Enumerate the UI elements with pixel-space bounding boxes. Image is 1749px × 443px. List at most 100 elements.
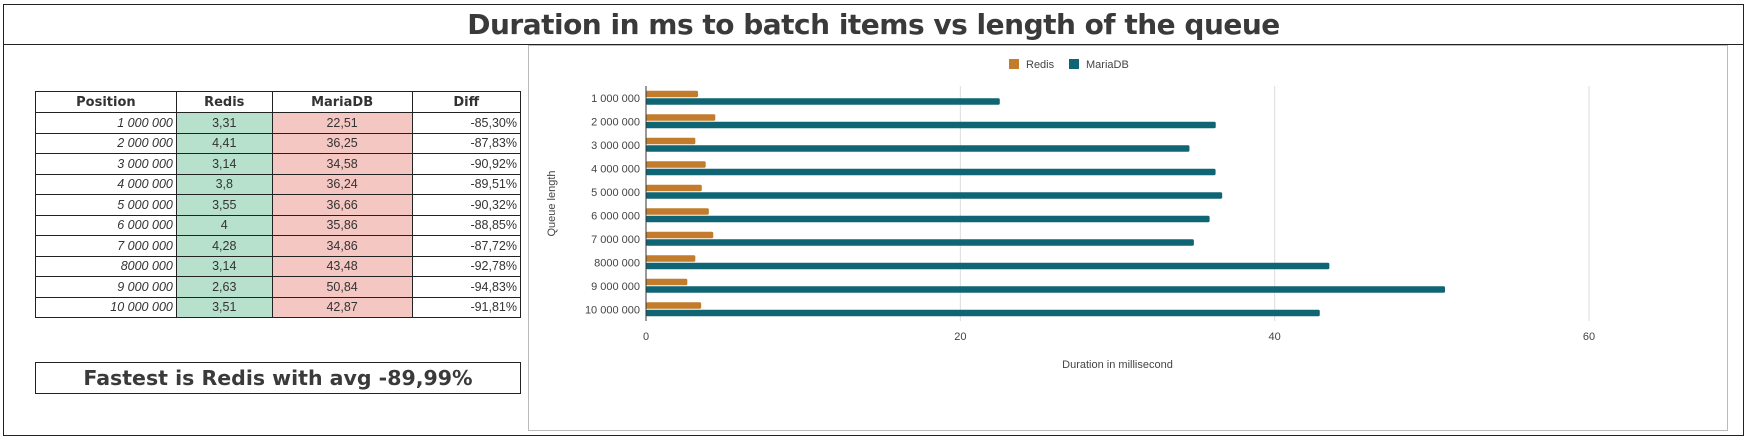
y-tick-label: 6 000 000 [591, 210, 640, 222]
x-tick-label: 0 [643, 331, 649, 343]
redis-bar [646, 114, 716, 121]
cell-redis: 2,63 [175, 276, 273, 298]
table-row: 9 000 000 2,63 50,84 -94,83% [35, 276, 522, 298]
bar-chart: 0 20 40 60 1 000 000 2 000 000 3 000 000 4 000 … [546, 59, 1595, 371]
cell-diff: -90,92% [411, 153, 522, 175]
cell-position: 6 000 000 [35, 214, 177, 236]
table-row: 6 000 000 4 35,86 -88,85% [35, 214, 522, 236]
cell-diff: -87,83% [411, 132, 522, 154]
cell-diff: -94,83% [411, 276, 522, 298]
cell-redis: 4 [175, 214, 273, 236]
title-bar: Duration in ms to batch items vs length … [3, 4, 1744, 45]
cell-diff: -90,32% [411, 194, 522, 216]
table-header-row: Position Redis MariaDB Diff [35, 91, 522, 113]
cell-position: 7 000 000 [35, 235, 177, 257]
mariadb-bar [646, 121, 1216, 129]
cell-mariadb: 43,48 [271, 255, 413, 277]
cell-mariadb: 34,58 [271, 153, 413, 175]
cell-diff: -87,72% [411, 235, 522, 257]
redis-bar [646, 161, 706, 168]
cell-redis: 3,14 [175, 255, 273, 277]
y-axis-title: Queue length [546, 170, 558, 236]
redis-bar [646, 208, 709, 215]
x-tick-label: 40 [1269, 331, 1281, 343]
table-row: 7 000 000 4,28 34,86 -87,72% [35, 235, 522, 257]
cell-mariadb: 36,25 [271, 132, 413, 154]
cell-mariadb: 35,86 [271, 214, 413, 236]
cell-redis: 3,8 [175, 173, 273, 195]
mariadb-bar [646, 286, 1446, 293]
table-row: 2 000 000 4,41 36,25 -87,83% [35, 132, 522, 154]
column-header-redis: Redis [175, 91, 273, 113]
redis-bar [646, 278, 688, 286]
table-body: 1 000 000 3,31 22,51 -85,30% 2 000 000 4,41 36… [35, 112, 522, 318]
sheet-frame [3, 4, 1744, 436]
mariadb-bar [646, 239, 1194, 246]
redis-bar [646, 231, 714, 239]
cell-diff: -89,51% [411, 173, 522, 195]
cell-mariadb: 36,66 [271, 194, 413, 216]
cell-position: 5 000 000 [35, 194, 177, 216]
y-tick-label: 5 000 000 [591, 187, 640, 199]
cell-position: 4 000 000 [35, 173, 177, 195]
table-row: 5 000 000 3,55 36,66 -90,32% [35, 194, 522, 216]
y-tick-label: 1 000 000 [591, 93, 640, 105]
table-row: 10 000 000 3,51 42,87 -91,81% [35, 296, 522, 318]
cell-diff: -91,81% [411, 296, 522, 318]
redis-bar [646, 90, 699, 98]
cell-position: 2 000 000 [35, 132, 177, 154]
y-tick-label: 4 000 000 [591, 163, 640, 175]
cell-redis: 3,55 [175, 194, 273, 216]
table-row: 1 000 000 3,31 22,51 -85,30% [35, 112, 522, 134]
summary-box: Fastest is Redis with avg -89,99% [35, 362, 521, 394]
summary-text: Fastest is Redis with avg -89,99% [83, 366, 473, 390]
y-tick-label: 9 000 000 [591, 281, 640, 293]
table-row: 4 000 000 3,8 36,24 -89,51% [35, 173, 522, 195]
redis-bar [646, 137, 696, 145]
cell-mariadb: 42,87 [271, 296, 413, 318]
mariadb-bar [646, 145, 1190, 152]
page-title: Duration in ms to batch items vs length … [467, 7, 1280, 41]
mariadb-bar [646, 262, 1330, 270]
y-tick-label: 7 000 000 [591, 234, 640, 246]
cell-diff: -88,85% [411, 214, 522, 236]
mariadb-bar [646, 98, 1000, 105]
results-table: Position Redis MariaDB Diff 1 000 000 3,3… [35, 91, 522, 318]
redis-legend-swatch [1009, 59, 1019, 69]
y-tick-label: 10 000 000 [585, 304, 640, 316]
cell-position: 9 000 000 [35, 276, 177, 298]
cell-position: 1 000 000 [35, 112, 177, 134]
column-header-mariadb: MariaDB [271, 91, 413, 113]
cell-mariadb: 50,84 [271, 276, 413, 298]
y-tick-label: 2 000 000 [591, 116, 640, 128]
table-row: 8000 000 3,14 43,48 -92,78% [35, 255, 522, 277]
cell-position: 8000 000 [35, 255, 177, 277]
redis-bar [646, 302, 702, 309]
mariadb-legend-swatch [1069, 59, 1079, 69]
cell-position: 3 000 000 [35, 153, 177, 175]
cell-mariadb: 34,86 [271, 235, 413, 257]
cell-redis: 3,51 [175, 296, 273, 318]
cell-diff: -85,30% [411, 112, 522, 134]
mariadb-legend-label: MariaDB [1086, 59, 1129, 71]
cell-redis: 4,41 [175, 132, 273, 154]
x-axis-title: Duration in millisecond [1062, 359, 1173, 371]
mariadb-bar [646, 192, 1223, 199]
redis-bar [646, 255, 696, 262]
cell-redis: 4,28 [175, 235, 273, 257]
y-tick-label: 3 000 000 [591, 140, 640, 152]
mariadb-bar [646, 168, 1216, 176]
redis-legend-label: Redis [1026, 59, 1055, 71]
table-row: 3 000 000 3,14 34,58 -90,92% [35, 153, 522, 175]
cell-mariadb: 36,24 [271, 173, 413, 195]
x-tick-label: 20 [954, 331, 966, 343]
x-tick-label: 60 [1583, 331, 1595, 343]
cell-mariadb: 22,51 [271, 112, 413, 134]
mariadb-bar [646, 215, 1210, 223]
y-tick-label: 8000 000 [594, 257, 640, 269]
mariadb-bar [646, 309, 1320, 317]
cell-position: 10 000 000 [35, 296, 177, 318]
column-header-position: Position [35, 91, 177, 113]
column-header-diff: Diff [411, 91, 522, 113]
cell-redis: 3,31 [175, 112, 273, 134]
